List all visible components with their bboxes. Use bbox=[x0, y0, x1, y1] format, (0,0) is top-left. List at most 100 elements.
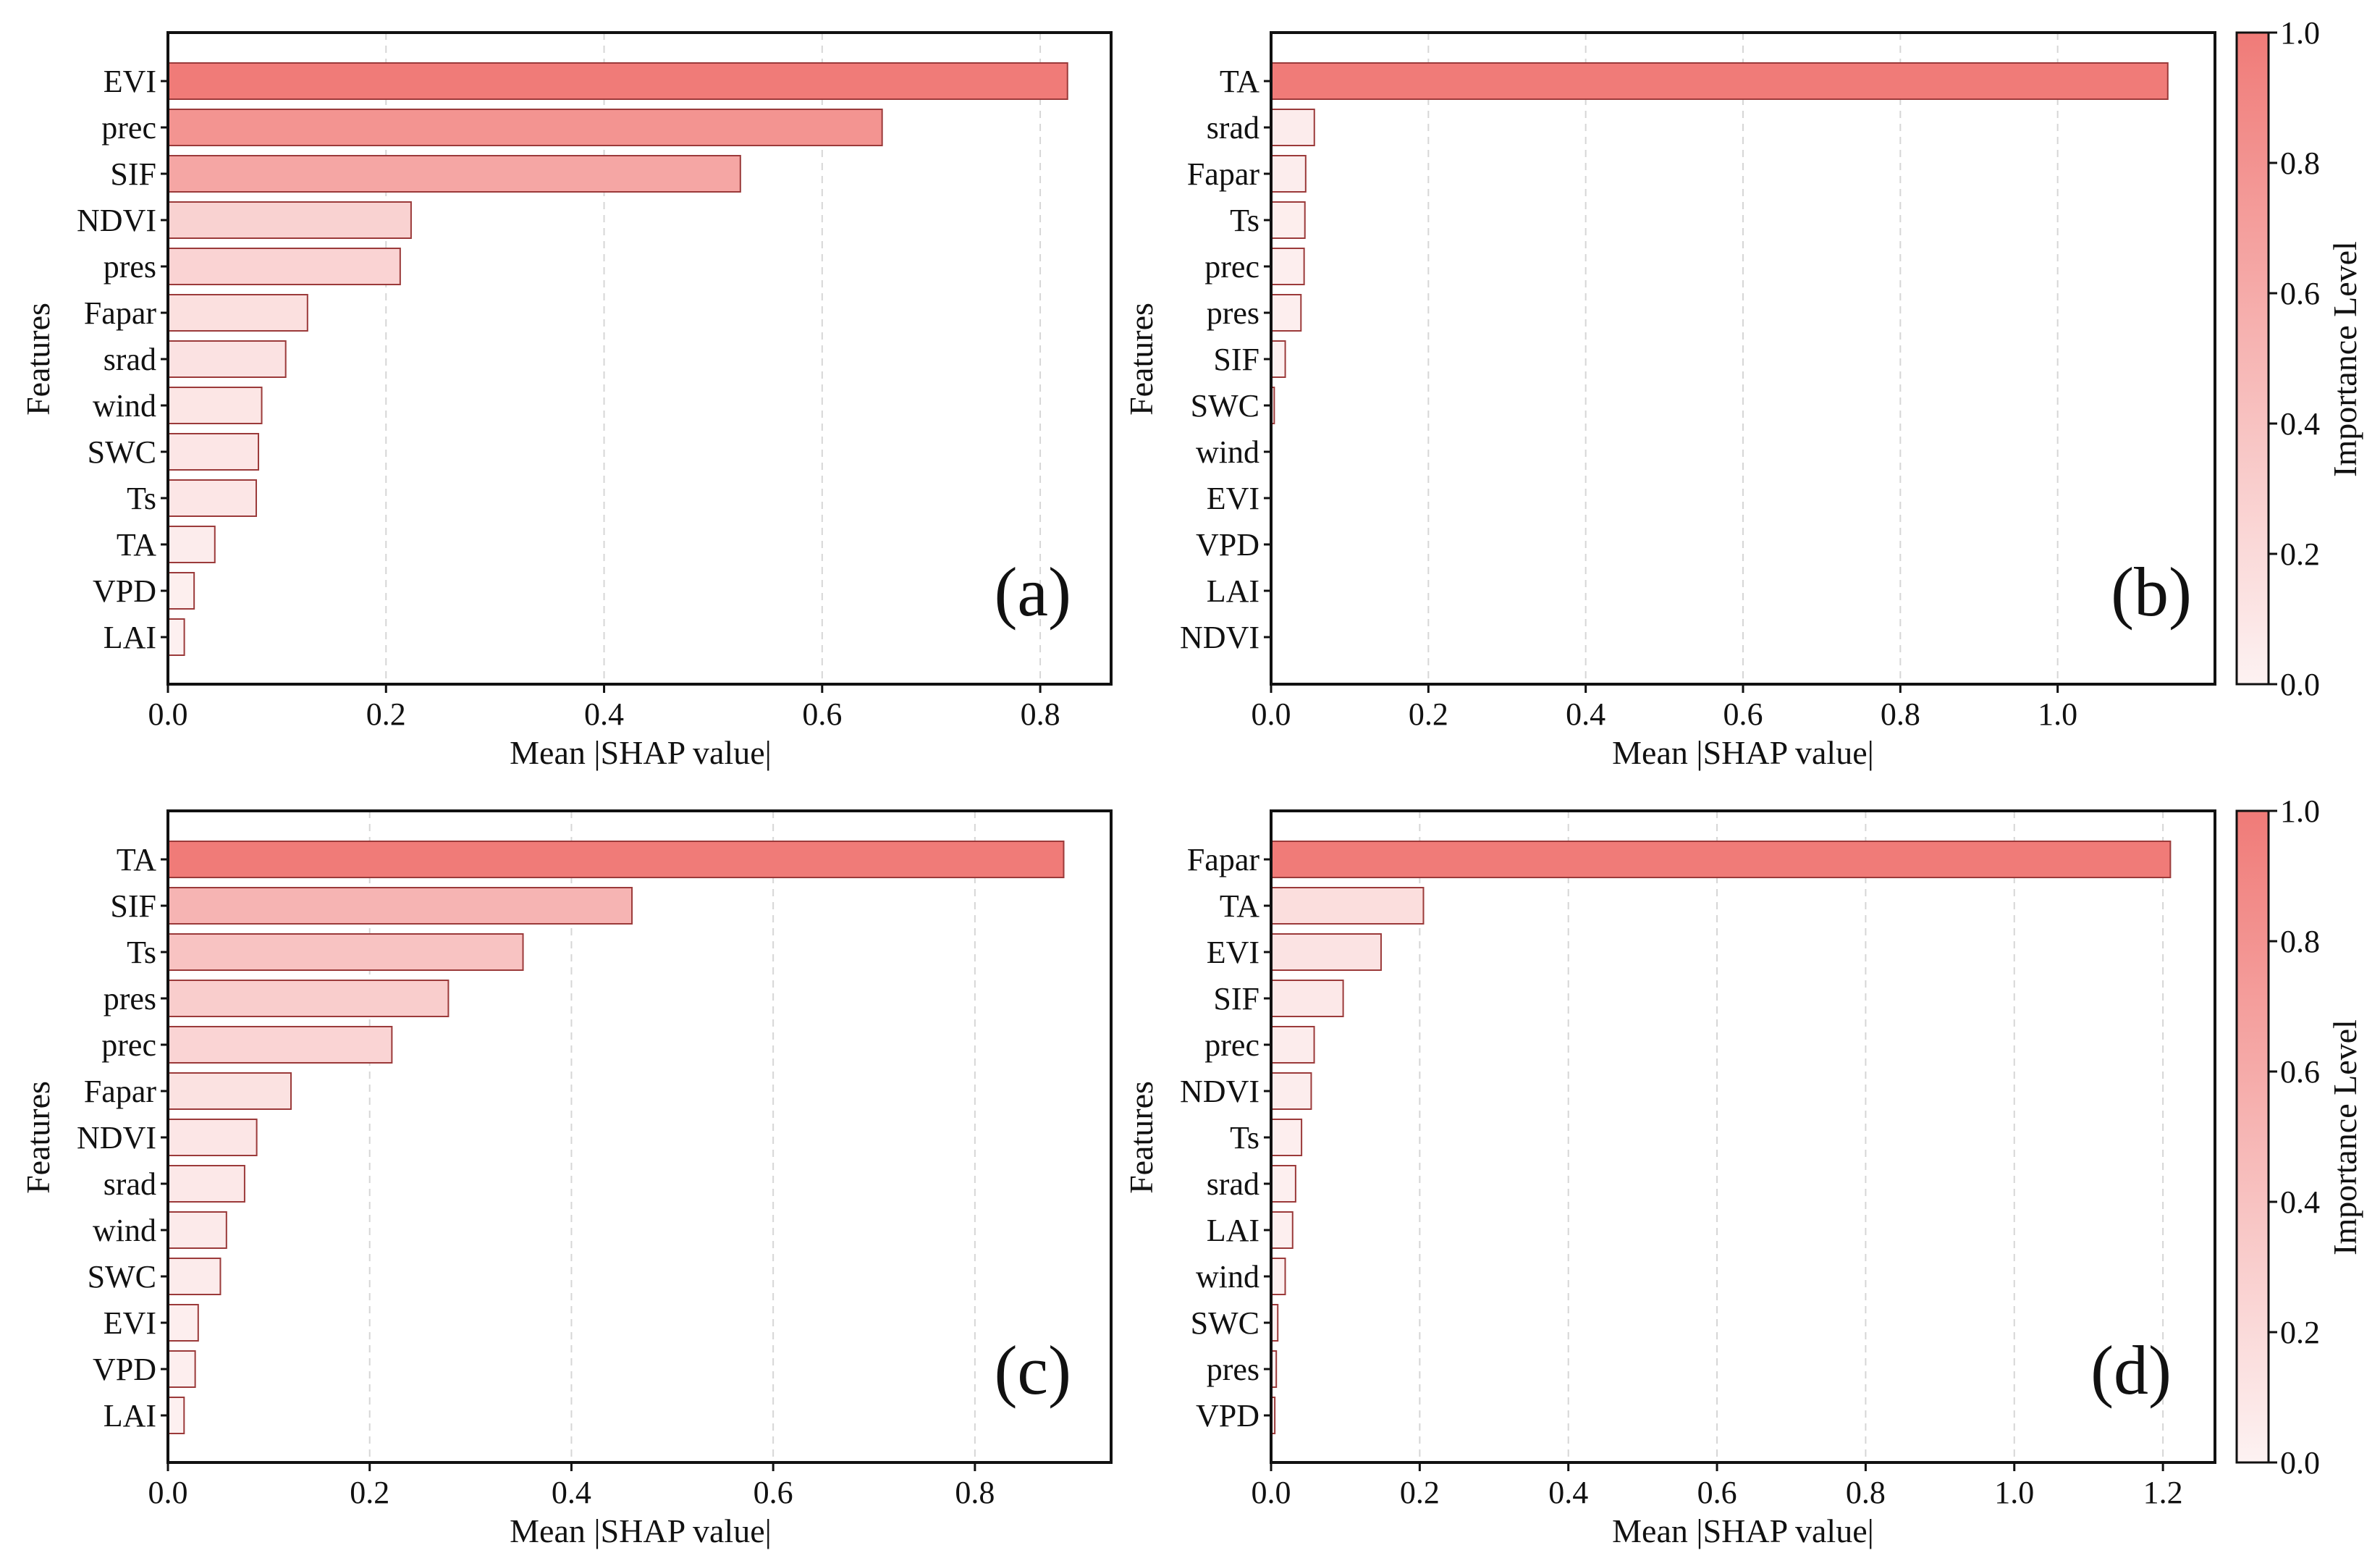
colorbar-top: 0.0 0.2 0.4 0.6 0.8 1.0 bbox=[2235, 15, 2320, 702]
panel-a-bar-LAI bbox=[167, 618, 185, 656]
panel-c-ytick-label-VPD: VPD bbox=[93, 1352, 156, 1387]
panel-d-xtick-label-2: 0.4 bbox=[1548, 1475, 1588, 1510]
colorbar-bottom-tick-label-3: 0.6 bbox=[2280, 1054, 2320, 1090]
panel-a-bar-pres bbox=[167, 248, 401, 285]
panel-d-ytick-label-LAI: LAI bbox=[1207, 1213, 1259, 1248]
panel-a-xlabel: Mean |SHAP value| bbox=[510, 734, 772, 771]
panel-a-xtick-label-0: 0.0 bbox=[148, 696, 188, 732]
panel-c-ytick-label-Ts: Ts bbox=[127, 935, 156, 970]
colorbar-top-tick-label-0: 0.0 bbox=[2280, 667, 2320, 702]
panel-c-bar-Ts bbox=[167, 933, 524, 971]
panel-b-ytick-label-SIF: SIF bbox=[1213, 342, 1259, 377]
panel-b-xtick-label-3: 0.6 bbox=[1723, 696, 1763, 732]
panel-a-ytick-label-Ts: Ts bbox=[127, 481, 156, 516]
panel-d-ytick-label-NDVI: NDVI bbox=[1180, 1074, 1259, 1109]
panel-b-xtick-label-5: 1.0 bbox=[2038, 696, 2077, 732]
panel-a-frame bbox=[166, 31, 1113, 686]
colorbar-bottom-tick-label-0: 0.0 bbox=[2280, 1445, 2320, 1481]
panel-c: TA SIF Ts pres prec Fapar NDVI srad wind SWC EVI VP… bbox=[20, 809, 1113, 1549]
panel-a-ytick-label-prec: prec bbox=[101, 110, 156, 146]
panel-c-ytick-label-Fapar: Fapar bbox=[84, 1074, 157, 1109]
panel-a-bar-Fapar bbox=[167, 294, 308, 332]
panel-c-ytick-label-EVI: EVI bbox=[104, 1305, 156, 1341]
panel-b-ytick-label-SWC: SWC bbox=[1191, 388, 1259, 424]
panel-b-ytick-label-VPD: VPD bbox=[1196, 527, 1259, 563]
panel-c-ytick-label-srad: srad bbox=[104, 1166, 156, 1202]
colorbar-top-bar bbox=[2235, 31, 2270, 686]
panel-d: Fapar TA EVI SIF prec NDVI Ts srad LAI wind SWC pre… bbox=[1123, 809, 2216, 1549]
panel-c-bar-prec bbox=[167, 1026, 393, 1064]
panel-a-bar-SIF bbox=[167, 155, 741, 193]
panel-d-ytick-label-SIF: SIF bbox=[1213, 981, 1259, 1016]
colorbar-bottom-label: Importance Level bbox=[2326, 1019, 2363, 1255]
panel-c-xtick-label-4: 0.8 bbox=[955, 1475, 995, 1510]
panel-a: EVI prec SIF NDVI pres Fapar srad wind SWC Ts TA VP… bbox=[20, 31, 1113, 771]
panel-d-xtick-label-3: 0.6 bbox=[1697, 1475, 1737, 1510]
panel-d-bar-wind bbox=[1270, 1258, 1286, 1295]
panel-d-bar-NDVI bbox=[1270, 1072, 1312, 1110]
panel-a-label: (a) bbox=[994, 553, 1071, 631]
colorbar-bottom: 0.0 0.2 0.4 0.6 0.8 1.0 bbox=[2235, 793, 2320, 1481]
panel-d-ytick-label-SWC: SWC bbox=[1191, 1305, 1259, 1341]
panel-c-xtick-label-1: 0.2 bbox=[350, 1475, 389, 1510]
panel-c-plot: TA SIF Ts pres prec Fapar NDVI srad wind SWC EVI VP… bbox=[77, 809, 1113, 1510]
panel-a-ylabel: Features bbox=[20, 303, 56, 416]
panel-d-ytick-label-TA: TA bbox=[1220, 888, 1259, 924]
colorbar-top-label: Importance Level bbox=[2326, 241, 2363, 477]
panel-d-xtick-label-1: 0.2 bbox=[1400, 1475, 1440, 1510]
panel-a-bar-prec bbox=[167, 109, 883, 146]
panel-c-bar-srad bbox=[167, 1165, 245, 1203]
panel-c-ytick-label-wind: wind bbox=[93, 1213, 156, 1248]
panel-d-xtick-label-6: 1.2 bbox=[2143, 1475, 2183, 1510]
panel-b-ylabel: Features bbox=[1123, 303, 1160, 416]
panel-d-plot: Fapar TA EVI SIF prec NDVI Ts srad LAI wind SWC pre… bbox=[1180, 809, 2216, 1510]
panel-b-label: (b) bbox=[2111, 553, 2192, 631]
panel-b-ytick-label-wind: wind bbox=[1196, 434, 1259, 470]
panel-b: TA srad Fapar Ts prec pres SIF SWC wind EVI VPD LAI… bbox=[1123, 31, 2216, 771]
panel-b-xtick-label-4: 0.8 bbox=[1881, 696, 1920, 732]
panel-b-plot: TA srad Fapar Ts prec pres SIF SWC wind EVI VPD LAI… bbox=[1180, 31, 2216, 732]
panel-c-bar-TA bbox=[167, 841, 1065, 878]
panel-b-ytick-label-pres: pres bbox=[1207, 295, 1259, 331]
colorbar-bottom-tick-label-2: 0.4 bbox=[2280, 1184, 2320, 1220]
panel-b-ytick-label-LAI: LAI bbox=[1207, 573, 1259, 609]
panel-d-ytick-label-EVI: EVI bbox=[1207, 935, 1259, 970]
panel-d-ytick-label-Fapar: Fapar bbox=[1187, 842, 1260, 877]
panel-d-ytick-label-wind: wind bbox=[1196, 1259, 1259, 1295]
panel-a-bar-EVI bbox=[167, 62, 1068, 100]
panel-a-ytick-label-SIF: SIF bbox=[110, 156, 156, 192]
panel-c-ytick-label-TA: TA bbox=[117, 842, 156, 877]
panel-c-bar-LAI bbox=[167, 1397, 185, 1434]
panel-a-bar-TA bbox=[167, 526, 216, 563]
colorbar-top-tick-label-1: 0.2 bbox=[2280, 536, 2320, 572]
panel-c-ylabel: Features bbox=[20, 1081, 56, 1194]
panel-d-bar-TA bbox=[1270, 887, 1425, 925]
panel-a-ytick-label-pres: pres bbox=[104, 249, 156, 285]
colorbar-top-tick-label-4: 0.8 bbox=[2280, 146, 2320, 181]
panel-d-ytick-label-prec: prec bbox=[1204, 1027, 1259, 1063]
colorbar-bottom-tick-label-4: 0.8 bbox=[2280, 924, 2320, 959]
panel-d-bar-Fapar bbox=[1270, 841, 2172, 878]
panel-d-bar-prec bbox=[1270, 1026, 1315, 1064]
panel-b-bar-SIF bbox=[1270, 340, 1286, 378]
panel-c-bar-wind bbox=[167, 1211, 227, 1249]
panel-b-frame bbox=[1270, 31, 2216, 686]
colorbar-top-tick-label-2: 0.4 bbox=[2280, 406, 2320, 442]
panel-b-ytick-label-EVI: EVI bbox=[1207, 481, 1259, 516]
panel-b-ytick-label-NDVI: NDVI bbox=[1180, 620, 1259, 655]
panel-a-xtick-label-1: 0.2 bbox=[366, 696, 406, 732]
panel-a-ytick-label-NDVI: NDVI bbox=[77, 203, 156, 238]
colorbar-bottom-bar bbox=[2235, 809, 2270, 1464]
panel-a-ytick-label-Fapar: Fapar bbox=[84, 295, 157, 331]
panel-c-ytick-label-NDVI: NDVI bbox=[77, 1120, 156, 1155]
colorbar-top-tick-label-3: 0.6 bbox=[2280, 276, 2320, 311]
colorbar-top-tick-label-5: 1.0 bbox=[2280, 15, 2320, 51]
panel-c-frame bbox=[166, 809, 1113, 1464]
panel-a-ytick-label-EVI: EVI bbox=[104, 64, 156, 99]
panel-a-xtick-label-2: 0.4 bbox=[584, 696, 624, 732]
panel-c-bar-VPD bbox=[167, 1350, 196, 1388]
panel-d-frame bbox=[1270, 809, 2216, 1464]
panel-a-bar-SWC bbox=[167, 433, 260, 471]
panel-c-bar-Fapar bbox=[167, 1072, 292, 1110]
panel-a-xtick-label-4: 0.8 bbox=[1021, 696, 1060, 732]
